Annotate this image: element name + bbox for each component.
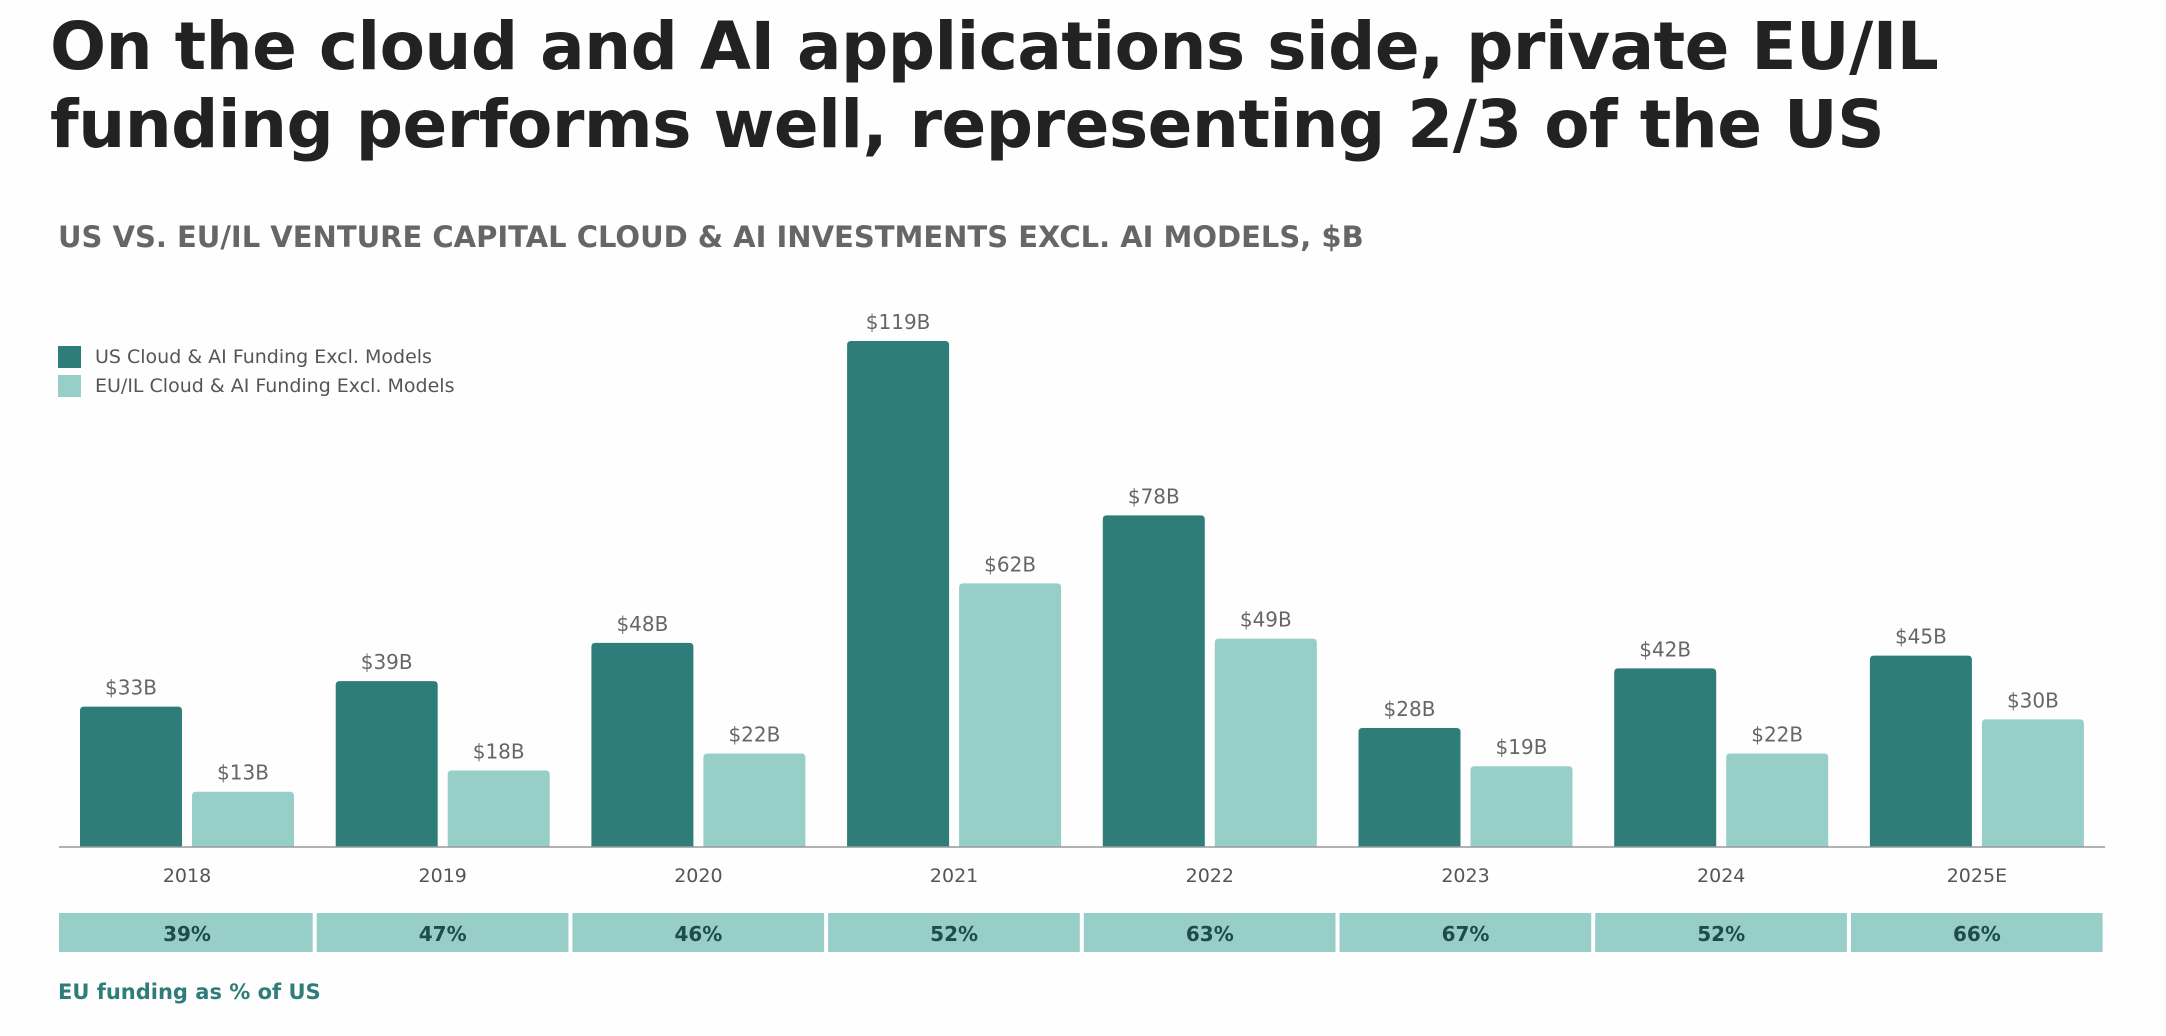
data-label-eu: $22B — [1751, 722, 1803, 746]
data-label-us: $42B — [1639, 637, 1691, 661]
pct-cell — [828, 913, 1080, 952]
pct-cell — [1595, 913, 1847, 952]
pct-cell — [316, 913, 569, 952]
legend-item-eu: EU/IL Cloud & AI Funding Excl. Models — [58, 371, 454, 400]
bar-us — [80, 706, 182, 847]
data-label-us: $33B — [105, 676, 157, 700]
bar-eu — [703, 753, 806, 847]
data-label-us: $119B — [866, 310, 931, 334]
bar-us — [1358, 727, 1461, 847]
data-label-eu: $22B — [728, 722, 780, 746]
x-tick-label: 2023 — [1441, 865, 1489, 887]
bar-us — [1869, 655, 1972, 847]
pct-value: 63% — [1186, 922, 1234, 946]
chart-title: US VS. EU/IL VENTURE CAPITAL CLOUD & AI … — [58, 220, 1364, 254]
x-tick-label: 2022 — [1186, 865, 1234, 887]
pct-cell — [572, 913, 825, 952]
bar-eu — [1214, 638, 1317, 847]
x-tick-label: 2018 — [163, 865, 211, 887]
data-label-us: $45B — [1895, 625, 1947, 649]
x-tick-label: 2020 — [674, 865, 722, 887]
legend-swatch-eu — [58, 374, 81, 397]
bar-eu — [959, 583, 1062, 847]
pct-value: 52% — [930, 922, 978, 946]
pct-cell — [1083, 913, 1336, 952]
bar-eu — [192, 791, 294, 847]
title-line-1: On the cloud and AI applications side, p… — [50, 8, 1939, 85]
bar-us — [591, 642, 694, 847]
x-tick-label: 2021 — [930, 865, 978, 887]
legend-label-eu: EU/IL Cloud & AI Funding Excl. Models — [95, 374, 455, 397]
pct-cell — [59, 913, 313, 952]
bar-us — [1614, 668, 1717, 847]
pct-value: 47% — [419, 922, 467, 946]
bar-eu — [447, 770, 550, 847]
legend-label-us: US Cloud & AI Funding Excl. Models — [95, 345, 432, 368]
data-label-eu: $30B — [2007, 688, 2059, 712]
bar-eu — [1981, 719, 2084, 847]
page-title: On the cloud and AI applications side, p… — [50, 8, 2100, 164]
pct-value: 52% — [1697, 922, 1745, 946]
data-label-eu: $62B — [984, 552, 1036, 576]
data-label-eu: $19B — [1496, 735, 1548, 759]
x-tick-label: 2019 — [419, 865, 467, 887]
data-label-us: $78B — [1128, 484, 1180, 508]
bar-eu — [1726, 753, 1829, 847]
legend: US Cloud & AI Funding Excl. Models EU/IL… — [58, 342, 454, 400]
pct-row-caption: EU funding as % of US — [58, 980, 321, 1004]
pct-value: 66% — [1953, 922, 2001, 946]
bar-us — [1102, 515, 1205, 847]
bar-us — [335, 681, 438, 847]
legend-item-us: US Cloud & AI Funding Excl. Models — [58, 342, 454, 371]
data-label-eu: $18B — [473, 739, 525, 763]
bar-eu — [1470, 766, 1573, 847]
bar-us — [847, 341, 950, 847]
data-label-eu: $13B — [217, 761, 269, 785]
pct-cell — [1850, 913, 2103, 952]
x-tick-label: 2024 — [1697, 865, 1745, 887]
pct-value: 39% — [163, 922, 211, 946]
data-label-us: $28B — [1384, 697, 1436, 721]
data-label-us: $39B — [361, 650, 413, 674]
data-label-us: $48B — [616, 612, 668, 636]
data-label-eu: $49B — [1240, 608, 1292, 632]
x-tick-label: 2025E — [1947, 865, 2007, 887]
pct-cell — [1339, 913, 1592, 952]
legend-swatch-us — [58, 345, 81, 368]
title-line-2: funding performs well, representing 2/3 … — [50, 86, 1885, 163]
pct-value: 67% — [1442, 922, 1490, 946]
pct-value: 46% — [674, 922, 722, 946]
